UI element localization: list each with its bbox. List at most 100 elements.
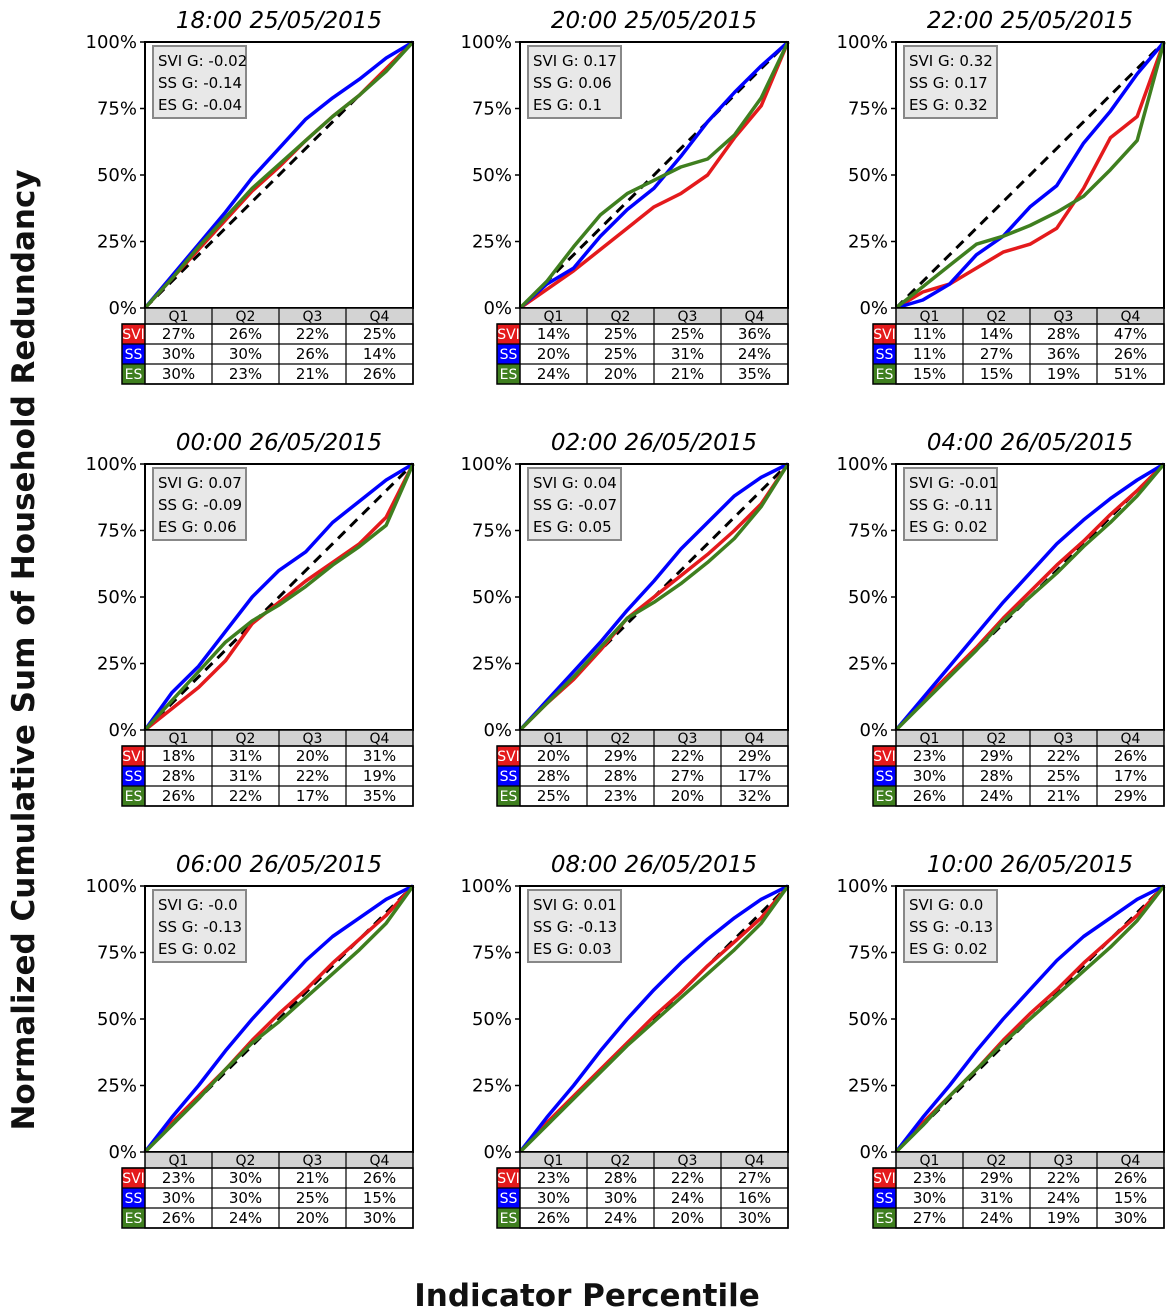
stat-es: ES G: 0.03 [533,940,612,958]
row-label-svi: SVI [122,327,145,343]
table-cell: 27% [671,767,704,785]
quartile-label: Q4 [745,309,765,325]
table-cell: 26% [913,787,946,805]
stat-ss: SS G: -0.13 [158,918,242,936]
table-cell: 23% [604,787,637,805]
row-label-bg-es [497,786,520,806]
row-label-bg-svi [122,1168,145,1188]
y-tick-label: 100% [461,32,512,53]
quartile-label: Q2 [987,309,1007,325]
quartile-label: Q1 [920,731,940,747]
stat-es: ES G: 0.06 [158,518,237,536]
row-label-bg-es [873,1208,896,1228]
table-cell: 26% [363,365,396,383]
table-cell: 30% [162,1189,195,1207]
table-cell: 11% [913,345,946,363]
row-label-es: ES [125,789,143,805]
series-line-ss [518,462,789,732]
row-label-ss: SS [500,769,518,785]
table-cell: 22% [229,787,262,805]
quartile-label: Q1 [920,1153,940,1169]
row-label-bg-es [497,364,520,384]
y-tick-label: 100% [86,32,137,53]
table-cell: 28% [537,767,570,785]
row-label-bg-ss [873,1188,896,1208]
stat-svi: SVI G: 0.17 [533,52,617,70]
equality-line [894,40,1166,310]
quartile-label: Q1 [920,309,940,325]
row-label-es: ES [876,367,894,383]
quartile-label: Q1 [169,1153,189,1169]
panel-2: 20:00 25/05/2015 0% 25% 50% 75% 100% SVI G: 0.… [461,8,790,385]
table-cell: 29% [604,747,637,765]
quartile-label: Q3 [303,309,323,325]
quartile-label: Q3 [678,309,698,325]
row-label-svi: SVI [873,749,896,765]
row-label-ss: SS [876,769,894,785]
row-label-es: ES [876,789,894,805]
table-cell: 51% [1114,365,1147,383]
y-tick-label: 0% [859,298,888,319]
table-cell: 26% [296,345,329,363]
y-tick-label: 0% [108,720,137,741]
quartile-label: Q4 [370,1153,390,1169]
y-tick-label: 0% [108,298,137,319]
table-cell: 20% [296,747,329,765]
stat-ss: SS G: -0.13 [533,918,617,936]
row-label-es: ES [500,789,518,805]
y-tick-label: 100% [86,454,137,475]
table-cell: 29% [980,1169,1013,1187]
y-tick-label: 75% [472,943,512,964]
y-tick-label: 25% [848,1076,888,1097]
y-tick-label: 50% [472,587,512,608]
row-label-bg-svi [873,746,896,766]
table-cell: 21% [296,1169,329,1187]
series-line-es [894,884,1166,1154]
y-tick-label: 0% [483,298,512,319]
table-cell: 23% [913,747,946,765]
row-label-svi: SVI [122,1171,145,1187]
table-cell: 30% [738,1209,771,1227]
table-cell: 23% [913,1169,946,1187]
y-tick-label: 50% [472,1009,512,1030]
panel-5: 02:00 26/05/2015 0% 25% 50% 75% 100% SVI G: 0.… [461,430,790,807]
table-cell: 20% [671,1209,704,1227]
table-cell: 31% [980,1189,1013,1207]
table-cell: 30% [162,345,195,363]
row-label-bg-es [122,1208,145,1228]
row-label-bg-ss [497,1188,520,1208]
table-cell: 16% [738,1189,771,1207]
row-label-bg-ss [873,766,896,786]
table-cell: 30% [229,1169,262,1187]
table-cell: 27% [913,1209,946,1227]
quartile-label: Q3 [1054,731,1074,747]
y-tick-label: 100% [86,876,137,897]
series-line-svi [143,884,415,1154]
row-label-ss: SS [876,347,894,363]
series-line-ss [894,462,1165,732]
stat-svi: SVI G: 0.32 [909,52,993,70]
row-label-bg-svi [497,746,520,766]
stats-box [152,467,247,541]
y-tick-label: 25% [848,654,888,675]
row-label-svi: SVI [497,1171,520,1187]
stat-svi: SVI G: -0.0 [158,896,238,914]
series-line-es [143,463,415,732]
y-tick-label: 25% [472,232,512,253]
table-cell: 31% [229,747,262,765]
y-tick-label: 25% [97,654,137,675]
quartile-label: Q4 [745,1153,765,1169]
table-cell: 26% [537,1209,570,1227]
table-cell: 23% [537,1169,570,1187]
table-cell: 26% [162,787,195,805]
quartile-label: Q3 [1054,309,1074,325]
y-tick-label: 75% [472,521,512,542]
table-cell: 31% [229,767,262,785]
table-cell: 26% [1114,345,1147,363]
table-cell: 24% [1047,1189,1080,1207]
quartile-label: Q2 [611,1153,631,1169]
y-tick-label: 100% [461,454,512,475]
table-cell: 26% [1114,1169,1147,1187]
y-tick-label: 50% [848,587,888,608]
series-line-svi [895,41,1166,310]
